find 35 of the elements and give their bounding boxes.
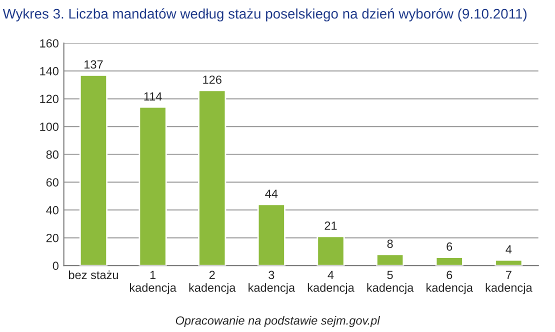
data-label: 8	[387, 240, 393, 248]
y-tick-label: 160	[40, 39, 59, 48]
bar	[316, 236, 345, 266]
bar	[79, 74, 108, 266]
y-tick-label: 20	[46, 234, 59, 242]
bar	[138, 106, 167, 266]
bar	[494, 259, 523, 266]
bar	[257, 204, 286, 266]
x-tick-label: bez stażu	[68, 270, 118, 280]
x-tick-label: 6 kadencja	[426, 270, 474, 294]
data-label: 44	[265, 190, 278, 198]
y-tick-label: 100	[40, 122, 59, 131]
x-tick-label: 3 kadencja	[248, 270, 296, 294]
bar	[376, 254, 404, 266]
chart-title: Wykres 3. Liczba mandatów według stażu poselskiego na dzień wyborów (9.10.2011)	[2, 8, 527, 22]
x-tick-label: 4 kadencja	[308, 270, 354, 294]
y-tick-label: 40	[46, 206, 59, 214]
y-tick-label: 0	[52, 262, 59, 270]
x-tick-label: 5 kadencja	[367, 270, 414, 294]
data-label: 114	[144, 92, 162, 100]
x-tick-label: 7 kadencja	[486, 270, 532, 294]
data-label: 126	[203, 76, 222, 84]
data-label: 137	[84, 60, 103, 69]
bar	[435, 256, 464, 266]
text: Opracowanie na podstawie sejm.gov.pl	[176, 316, 380, 328]
data-label: 4	[506, 245, 512, 254]
x-tick-label: 1 kadencja	[130, 270, 176, 294]
y-tick-label: 140	[40, 67, 59, 76]
y-tick-label: 120	[40, 94, 59, 104]
data-label: 6	[446, 242, 452, 251]
data-label: 21	[324, 222, 337, 230]
x-tick-label: 2 kadencja	[189, 270, 236, 294]
y-tick-label: 60	[46, 178, 59, 187]
y-tick-label: 80	[46, 150, 59, 159]
bar	[198, 90, 226, 266]
